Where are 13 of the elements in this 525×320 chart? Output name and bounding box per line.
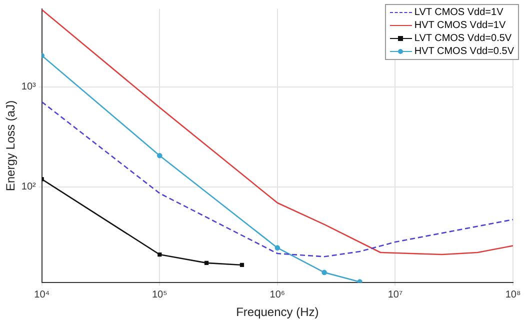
x-tick-label: 10⁴ <box>34 289 50 300</box>
x-tick-label: 10⁵ <box>152 289 168 300</box>
y-tick-label: 10³ <box>21 82 37 93</box>
legend-label: HVT CMOS Vdd=0.5V <box>414 45 514 58</box>
x-tick-label: 10⁸ <box>505 289 521 300</box>
legend-label: HVT CMOS Vdd=1V <box>414 19 506 32</box>
y-tick-label: 10² <box>21 182 37 193</box>
legend-label: LVT CMOS Vdd=0.5V <box>414 32 512 45</box>
x-axis-title: Frequency (Hz) <box>236 305 319 320</box>
y-axis-title: Energy Loss (aJ) <box>4 100 18 192</box>
x-tick-label: 10⁷ <box>388 289 403 300</box>
legend-label: LVT CMOS Vdd=1V <box>414 6 504 19</box>
x-tick-label: 10⁶ <box>270 289 286 300</box>
